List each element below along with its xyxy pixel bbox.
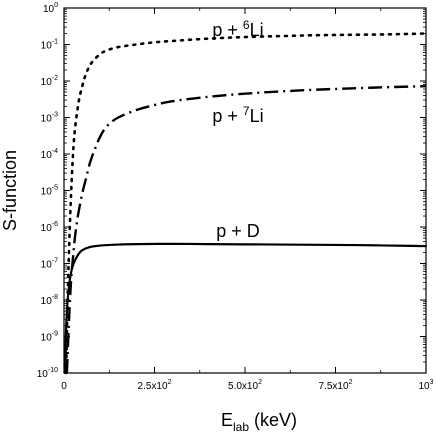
y-tick-label: 10-8 <box>41 294 58 307</box>
y-tick-label: 100 <box>43 2 58 15</box>
x-tick-label: 103 <box>418 379 433 392</box>
plot-frame <box>63 7 427 374</box>
x-tick-label: 2.5x102 <box>138 379 172 392</box>
x-axis-label-unit: (keV) <box>249 410 297 430</box>
x-tick-label: 5.0x102 <box>228 379 262 392</box>
series-label: p + D <box>216 221 260 241</box>
y-tick-label: 10-10 <box>37 367 58 380</box>
x-axis-label: Elab (keV) <box>221 410 297 434</box>
y-tick-label: 10-9 <box>41 331 58 344</box>
plot-area: p + 6Li p + 7Li p + D <box>63 18 428 375</box>
y-tick-label: 10-7 <box>41 258 58 271</box>
x-tick-label: 7.5x102 <box>319 379 353 392</box>
series-label: p + 7Li <box>212 104 263 126</box>
y-tick-label: 10-5 <box>41 185 58 198</box>
series-line-dash-dot <box>65 85 427 374</box>
y-tick-label: 10-4 <box>41 148 58 161</box>
series-line-solid <box>63 242 428 375</box>
y-tick-label: 10-3 <box>41 112 58 125</box>
axes: 100 10-1 10-2 10-3 10-4 10-5 10-6 10-7 10-8 10-9 1… <box>37 2 434 392</box>
x-axis-label-sub: lab <box>233 420 249 434</box>
x-axis-label-main: E <box>221 410 233 430</box>
y-tick-label: 10-6 <box>41 221 58 234</box>
y-axis-label: S-function <box>0 150 20 231</box>
series-label: p + 6Li <box>212 18 263 40</box>
y-tick-label: 10-2 <box>41 75 58 88</box>
series-line-dotted <box>64 32 428 375</box>
y-tick-label: 10-1 <box>41 39 58 52</box>
x-tick-label: 0 <box>61 381 67 392</box>
